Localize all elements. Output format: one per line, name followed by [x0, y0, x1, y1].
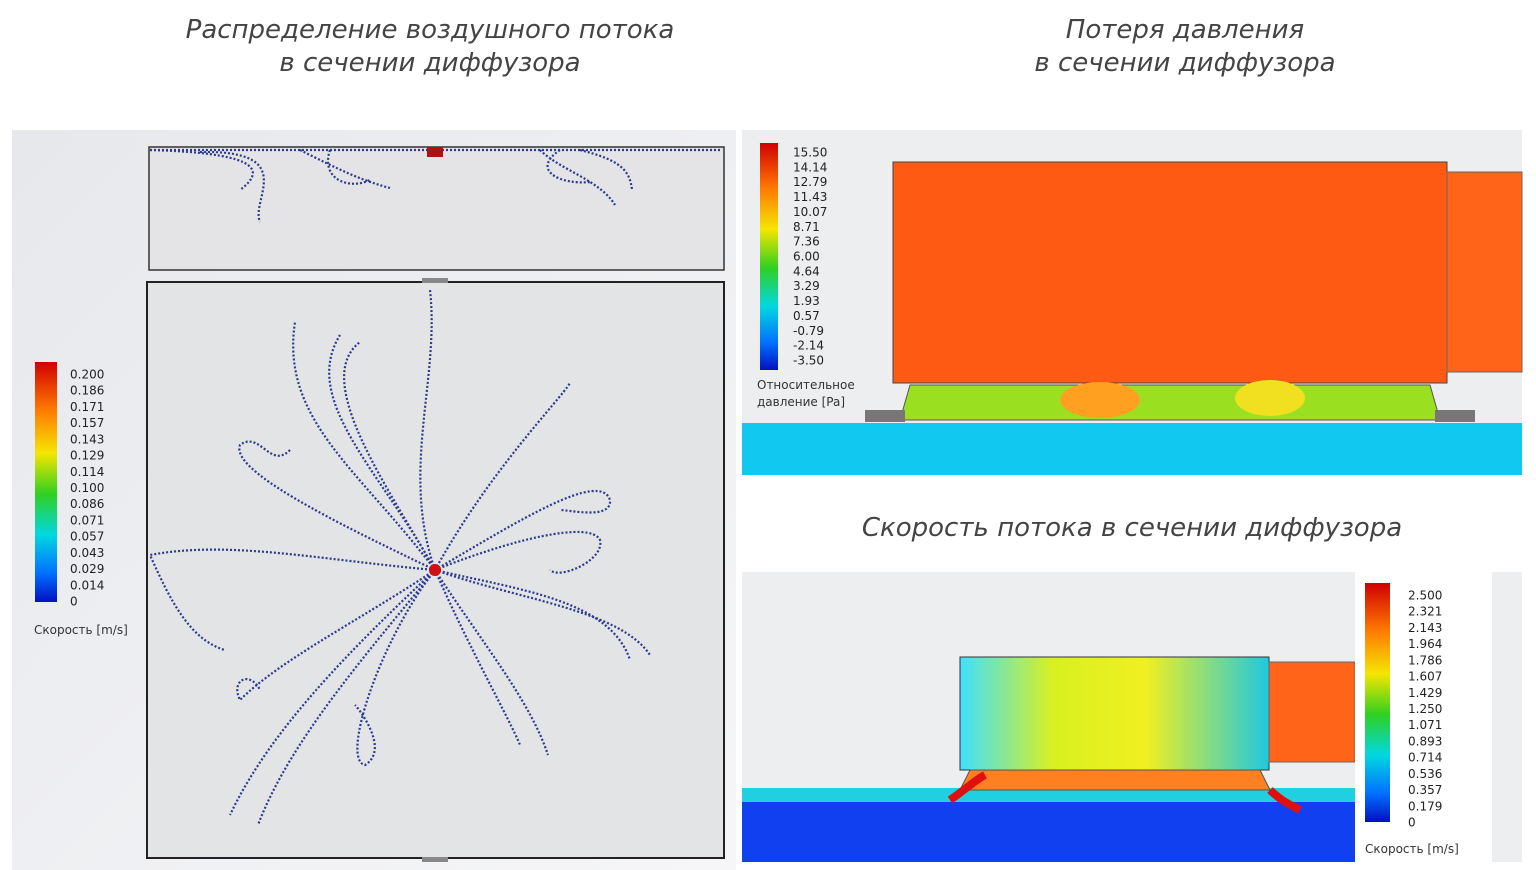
legend-label: 0.014 — [70, 578, 104, 592]
legend-label: 0.100 — [70, 481, 104, 495]
title: в сечении диффузора — [279, 48, 580, 78]
legend-label: 0.179 — [1408, 799, 1442, 813]
duct — [959, 656, 1270, 771]
legend-label: 0.157 — [70, 416, 104, 430]
legend-label: 15.50 — [793, 146, 827, 160]
legend-label: 0.171 — [70, 400, 104, 414]
legend-label: 0.057 — [70, 530, 104, 544]
legend-label: 6.00 — [793, 250, 820, 264]
legend-label: 0.043 — [70, 546, 104, 560]
diffuser — [427, 147, 443, 157]
title: Потеря давления — [1066, 15, 1304, 45]
room — [742, 423, 1522, 475]
legend-label: 1.071 — [1408, 718, 1442, 732]
legend-label: 0.536 — [1408, 767, 1442, 781]
legend-title: давление [Pa] — [757, 395, 845, 409]
legend-label: 7.36 — [793, 235, 820, 249]
legend-bar — [760, 143, 778, 370]
zone — [1060, 382, 1140, 418]
legend-label: 0.071 — [70, 513, 104, 527]
ceiling — [865, 410, 905, 422]
legend-label: 0.086 — [70, 497, 104, 511]
legend-label: 0.186 — [70, 384, 104, 398]
legend-label: 2.500 — [1408, 589, 1442, 603]
title: Распределение воздушного потока — [186, 15, 675, 45]
legend-label: -0.79 — [793, 324, 824, 338]
room-jet — [742, 788, 1355, 802]
legend-label: 2.143 — [1408, 621, 1442, 635]
legend-label: 0.357 — [1408, 783, 1442, 797]
legend-label: 12.79 — [793, 175, 827, 189]
legend-label: -2.14 — [793, 339, 824, 353]
legend-label: 0.200 — [70, 368, 104, 382]
legend-label: 1.93 — [793, 294, 820, 308]
legend-label: 1.964 — [1408, 637, 1442, 651]
source — [429, 564, 441, 576]
title: Скорость потока в сечении диффузора — [862, 513, 1402, 543]
legend-label: 0.143 — [70, 432, 104, 446]
legend-label: -3.50 — [793, 354, 824, 368]
marker — [422, 278, 448, 283]
title: в сечении диффузора — [1034, 48, 1335, 78]
top-view — [148, 146, 725, 271]
legend-label: 0 — [70, 595, 78, 609]
legend-label: 1.607 — [1408, 670, 1442, 684]
ceiling — [1435, 410, 1475, 422]
jet — [1267, 787, 1302, 814]
streamlines — [148, 289, 651, 826]
legend-label: 0.129 — [70, 449, 104, 463]
legend-label: 0.114 — [70, 465, 104, 479]
legend-label: 14.14 — [793, 160, 827, 174]
diffuser — [899, 384, 1441, 421]
diffuser — [959, 769, 1271, 791]
legend-bar — [35, 362, 57, 602]
marker — [422, 857, 448, 862]
legend-title: Скорость [m/s] — [1365, 842, 1459, 856]
legend-label: 1.786 — [1408, 653, 1442, 667]
legend-title: Относительное — [757, 378, 855, 392]
legend-label: 1.250 — [1408, 702, 1442, 716]
legend-bar — [1365, 583, 1390, 822]
duct — [1446, 171, 1523, 373]
legend-label: 0.029 — [70, 562, 104, 576]
legend-label: 0.714 — [1408, 751, 1442, 765]
legend-label: 10.07 — [793, 205, 827, 219]
legend-label: 4.64 — [793, 264, 820, 278]
legend-label: 8.71 — [793, 220, 820, 234]
duct — [1268, 661, 1356, 763]
zone — [1235, 380, 1305, 416]
legend-label: 1.429 — [1408, 686, 1442, 700]
legend-label: 3.29 — [793, 279, 820, 293]
legend-label: 0 — [1408, 816, 1416, 830]
legend-title: Скорость [m/s] — [34, 623, 128, 637]
jet — [947, 771, 987, 804]
legend-label: 0.893 — [1408, 734, 1442, 748]
legend-label: 2.321 — [1408, 605, 1442, 619]
duct — [892, 161, 1448, 384]
legend-label: 11.43 — [793, 190, 827, 204]
legend-label: 0.57 — [793, 309, 820, 323]
